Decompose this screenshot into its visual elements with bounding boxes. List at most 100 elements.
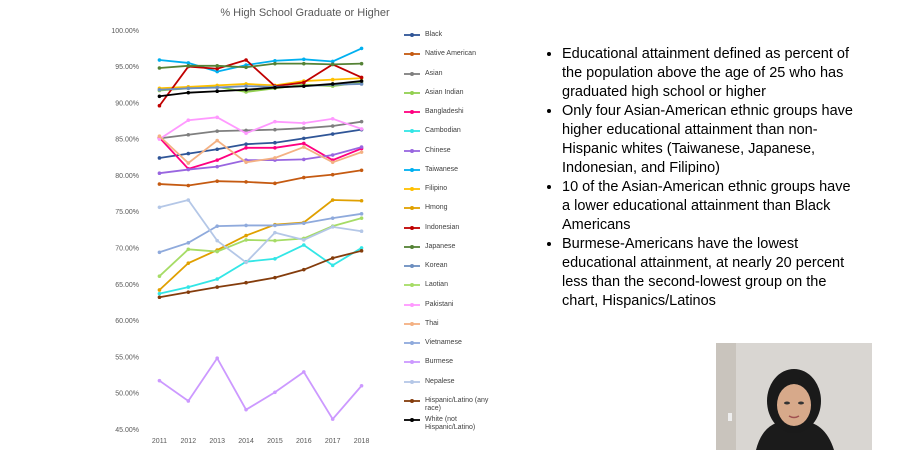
x-tick-label: 2013: [209, 438, 225, 445]
y-tick-label: 75.00%: [115, 209, 139, 216]
series-point: [215, 164, 219, 169]
series-point: [215, 64, 219, 68]
legend-dot: [410, 110, 414, 114]
series-point: [302, 175, 306, 180]
series-point: [359, 246, 364, 250]
legend-swatch: [404, 341, 420, 345]
legend-swatch: [404, 264, 420, 268]
series-point: [330, 153, 335, 157]
series-point: [273, 127, 277, 132]
x-tick-label: 2017: [325, 438, 341, 445]
series-point: [330, 256, 335, 260]
series-point: [215, 158, 219, 162]
legend-dot: [410, 167, 414, 172]
legend: Black Native American Asian Asian Indian Ban…: [403, 31, 498, 435]
series-point: [186, 261, 191, 265]
series-point: [302, 141, 306, 146]
legend-swatch: [404, 321, 420, 326]
legend-swatch: [404, 283, 420, 288]
series-point: [302, 243, 306, 247]
series-point: [359, 229, 364, 234]
bullet-list: Educational attainment defined as percen…: [540, 45, 862, 311]
series-point: [273, 181, 277, 186]
legend-dot: [410, 187, 414, 191]
legend-swatch: [404, 187, 420, 191]
series-point: [302, 145, 306, 149]
legend-item: Black: [403, 31, 498, 50]
series-point: [359, 46, 364, 51]
series-point: [157, 134, 162, 138]
legend-dot: [410, 206, 414, 211]
series-point: [359, 216, 364, 220]
legend-dot: [410, 418, 414, 422]
series-point: [215, 85, 219, 90]
series-point: [302, 267, 306, 272]
series-point: [186, 86, 191, 91]
legend-label: Burmese: [425, 358, 454, 366]
series-point: [302, 238, 306, 242]
legend-swatch: [404, 90, 420, 95]
y-tick-label: 60.00%: [115, 318, 139, 325]
bullet: Educational attainment defined as percen…: [562, 45, 862, 102]
x-tick-label: 2018: [354, 438, 370, 445]
legend-label: Pakistani: [425, 300, 454, 308]
series-point: [330, 216, 335, 220]
series-point: [359, 212, 364, 216]
series-line: [159, 199, 362, 264]
series-point: [273, 390, 277, 395]
series-point: [244, 145, 248, 150]
series-point: [186, 61, 191, 65]
series-point: [186, 399, 191, 403]
legend-swatch: [404, 33, 420, 37]
series-point: [359, 75, 364, 80]
series-point: [273, 145, 277, 150]
legend-swatch: [404, 71, 420, 76]
series-point: [273, 256, 277, 261]
series-point: [273, 140, 277, 145]
series-point: [215, 69, 219, 74]
series-point: [215, 66, 219, 71]
series-point: [330, 172, 335, 177]
series-point: [244, 280, 248, 285]
series-point: [330, 132, 335, 136]
y-tick-label: 70.00%: [115, 245, 139, 252]
series-point: [186, 285, 191, 289]
series-point: [157, 295, 162, 300]
series-point: [273, 119, 277, 124]
legend-label: Nepalese: [425, 377, 455, 385]
legend-label: Laotian: [425, 281, 448, 289]
legend-dot: [410, 90, 414, 95]
series-point: [273, 238, 277, 243]
series-point: [359, 145, 364, 149]
legend-dot: [410, 302, 414, 307]
series-point: [186, 167, 191, 172]
series-point: [186, 247, 191, 252]
series-point: [359, 168, 364, 173]
y-tick-label: 45.00%: [115, 427, 139, 434]
series-point: [215, 115, 219, 120]
series-point: [157, 171, 162, 175]
series-point: [215, 277, 219, 281]
series-point: [186, 118, 191, 123]
series-point: [302, 84, 306, 88]
series-line: [158, 199, 362, 291]
series-line: [159, 243, 363, 295]
legend-dot: [410, 225, 414, 230]
series-point: [157, 87, 162, 92]
x-tick-label: 2016: [296, 438, 312, 445]
series-point: [244, 58, 248, 62]
series-point: [157, 58, 162, 62]
series-point: [215, 89, 219, 94]
series-point: [215, 129, 219, 133]
series-line: [159, 169, 362, 187]
series-point: [215, 138, 219, 143]
legend-swatch: [404, 302, 420, 307]
legend-label: Cambodian: [425, 127, 461, 135]
webcam: [716, 343, 872, 450]
y-tick-label: 50.00%: [115, 391, 139, 398]
legend-item: Vietnamese: [403, 339, 498, 358]
legend-dot: [410, 321, 414, 326]
legend-label: Bangladeshi: [425, 108, 464, 115]
series-point: [244, 84, 248, 88]
legend-dot: [410, 244, 414, 249]
